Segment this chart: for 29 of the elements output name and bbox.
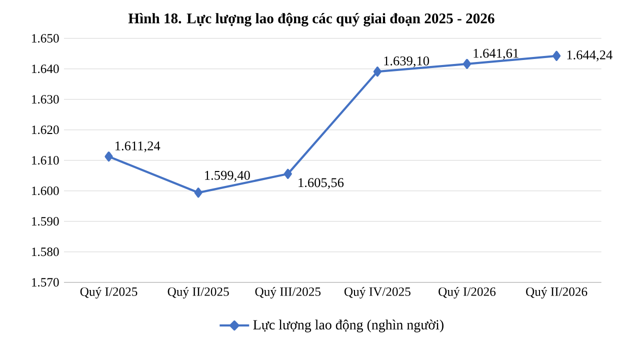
data-label: 1.605,56 xyxy=(298,178,344,190)
point xyxy=(552,50,561,61)
x-tick-label: Quý III/2025 xyxy=(255,287,321,299)
x-tick-label: Quý II/2025 xyxy=(168,287,229,299)
data-label: 1.599,40 xyxy=(205,170,250,182)
y-tick-label: 1.580 xyxy=(32,248,59,256)
point xyxy=(104,152,113,162)
data-label: 1.639,10 xyxy=(384,56,430,68)
y-tick-label: 1.590 xyxy=(32,217,59,226)
y-tick-label: 1.600 xyxy=(32,186,59,196)
point xyxy=(462,58,472,69)
x-tick-label: Quý IV/2025 xyxy=(344,287,410,299)
y-tick-label: 1.640 xyxy=(32,64,59,74)
y-tick-label: 1.650 xyxy=(32,34,59,43)
y-tick-label: 1.630 xyxy=(32,95,59,104)
x-tick-label: Quý II/2026 xyxy=(526,287,588,299)
y-tick-label: 1.620 xyxy=(32,126,59,134)
legend-label: Lực lượng lao động (nghìn người) xyxy=(253,320,444,332)
x-tick-label: Quý I/2025 xyxy=(80,287,138,299)
data-label: 1.644,24 xyxy=(567,50,612,62)
point xyxy=(194,188,202,198)
y-tick-label: 1.610 xyxy=(32,156,59,165)
point xyxy=(373,66,382,77)
point xyxy=(284,168,292,179)
data-label: 1.611,24 xyxy=(116,141,160,152)
x-tick-label: Quý I/2026 xyxy=(438,287,496,299)
data-label: 1.641,61 xyxy=(474,48,518,60)
y-tick-label: 1.570 xyxy=(32,278,59,287)
chart-title: Hình 18. Lực lượng lao động các quý giai đoạn 2025 - 2026 xyxy=(128,12,494,26)
